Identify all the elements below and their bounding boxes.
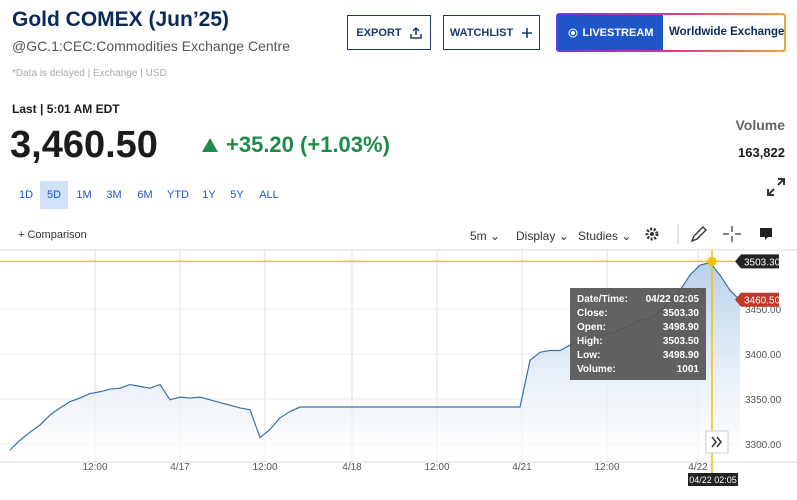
- tooltip-key: Volume:: [577, 364, 616, 375]
- interval[interactable]: 5m ⌄: [470, 229, 501, 243]
- crosshair-dot: [707, 256, 717, 266]
- range-button[interactable]: YTD: [167, 189, 189, 201]
- exchange[interactable]: Worldwide Exchange: [669, 26, 785, 38]
- livestream-border: LIVESTREAM Worldwide Exchange: [556, 13, 786, 52]
- volume-label: Volume: [735, 117, 785, 133]
- x-tick-label: 4/18: [342, 462, 362, 473]
- x-tick-label: 12:00: [424, 462, 449, 473]
- range-button[interactable]: 1D: [18, 189, 34, 201]
- range-button[interactable]: 3M: [106, 189, 122, 201]
- tooltip-key: Open:: [577, 322, 606, 333]
- x-tick-label: 4/21: [512, 462, 532, 473]
- tooltip-value: 1001: [677, 364, 700, 375]
- watchlist-button[interactable]: WATCHLIST: [443, 15, 540, 50]
- tooltip-key: Close:: [577, 308, 608, 319]
- scroll-icon: [711, 436, 722, 448]
- label: 5m: [470, 229, 487, 243]
- x-tick-label: 12:00: [252, 462, 277, 473]
- tooltip-key: Low:: [577, 350, 600, 361]
- tooltip: Date/Time: 04/22 02:05 Close: 3503.30 Open: 3…: [570, 288, 706, 380]
- area: [10, 262, 740, 460]
- y-tick-label: 3350.00: [745, 395, 782, 406]
- range-button[interactable]: 5D: [40, 181, 68, 209]
- range-button[interactable]: 5Y: [230, 189, 244, 201]
- last-price-label: 3460.50: [744, 296, 781, 307]
- price: 3,460.50: [10, 124, 158, 166]
- tooltip-value: 3498.90: [663, 350, 700, 361]
- tooltip-value: 3498.90: [663, 322, 700, 333]
- subtitle: @GC.1:CEC:Commodities Exchange Centre: [12, 38, 290, 54]
- scroll-button[interactable]: [705, 430, 729, 454]
- volume: 163,822: [738, 145, 785, 160]
- range-button[interactable]: 6M: [137, 189, 153, 201]
- tooltip-value: 04/22 02:05: [646, 294, 700, 305]
- label: WATCHLIST: [449, 26, 514, 39]
- label: Comparison: [27, 229, 87, 241]
- last-label: Last | 5:01 AM EDT: [12, 102, 120, 116]
- range-button[interactable]: 1Y: [202, 189, 216, 201]
- tooltip-value: 3503.50: [663, 336, 700, 347]
- tooltip-key: Date/Time:: [577, 294, 628, 305]
- icon: [409, 26, 422, 39]
- x-tick-label: 4/17: [170, 462, 190, 473]
- label: Display: [516, 229, 556, 243]
- label: Studies: [578, 229, 619, 243]
- change: +35.20 (+1.03%): [226, 132, 390, 157]
- x-tick-label: 4/22: [688, 462, 708, 473]
- x-tick-label: 12:00: [82, 462, 107, 473]
- tooltip-box: [570, 288, 706, 380]
- x-tick-label: 12:00: [594, 462, 619, 473]
- toolbar-icons: [645, 224, 772, 244]
- time-label: 04/22 02:05: [689, 475, 737, 485]
- comparison[interactable]: + Comparison: [18, 229, 87, 241]
- time-tag: [688, 473, 738, 486]
- crosshair-label: 3503.30: [744, 257, 781, 268]
- y-tick-label: 3400.00: [745, 350, 782, 361]
- tooltip-value: 3503.30: [663, 308, 700, 319]
- range-button[interactable]: 1M: [76, 189, 92, 201]
- y-tick-label: 3300.00: [745, 440, 782, 451]
- tooltip-key: High:: [577, 336, 603, 347]
- note: *Data is delayed | Exchange | USD: [12, 68, 167, 79]
- up-arrow: [202, 138, 218, 152]
- label: LIVESTREAM: [582, 26, 654, 39]
- crosshair-tag: [735, 254, 779, 269]
- expand-icon[interactable]: [766, 177, 786, 197]
- display[interactable]: Display ⌄: [516, 229, 569, 243]
- last-price-tag: [735, 292, 779, 307]
- export-button[interactable]: EXPORT: [347, 15, 431, 50]
- range-button[interactable]: ALL: [259, 189, 279, 201]
- scroll-box: [705, 430, 729, 454]
- title: Gold COMEX (Jun’25): [12, 8, 230, 31]
- y-tick-label: 3450.00: [745, 305, 782, 316]
- studies[interactable]: Studies ⌄: [578, 229, 632, 243]
- chart: 12:00 4/17 12:00 4/18 12:00 4/21 12:00 4/22 3300…: [0, 249, 797, 486]
- icon: [522, 27, 533, 38]
- livestream-button[interactable]: LIVESTREAM: [558, 15, 663, 50]
- label: EXPORT: [356, 26, 402, 39]
